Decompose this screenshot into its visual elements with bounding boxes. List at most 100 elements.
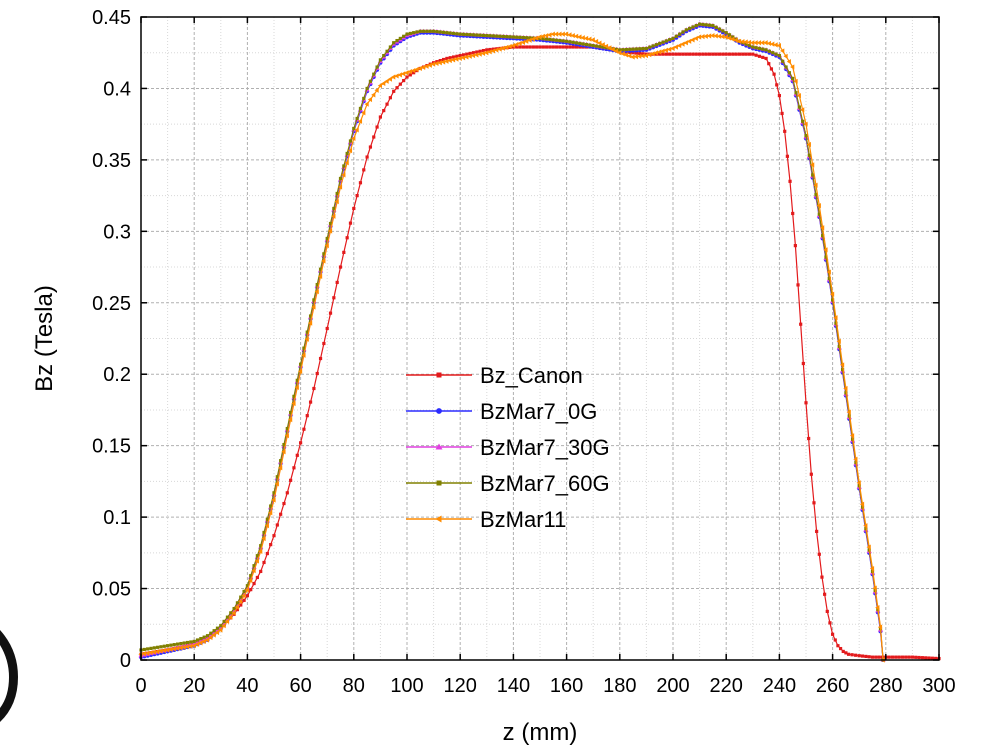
data-point (259, 544, 263, 548)
data-point (821, 234, 825, 238)
data-point (422, 29, 426, 33)
data-point (427, 62, 432, 68)
data-point (771, 51, 775, 55)
data-point (594, 44, 599, 48)
data-point (174, 645, 180, 651)
data-point (497, 46, 502, 52)
data-point (299, 362, 303, 366)
data-point (335, 280, 339, 285)
data-point (581, 42, 585, 46)
data-point (181, 644, 186, 650)
data-point (394, 73, 399, 79)
data-point (149, 646, 153, 650)
data-point (561, 39, 565, 43)
data-point (408, 73, 412, 77)
data-point (734, 52, 738, 56)
data-point (322, 341, 326, 346)
data-point (545, 45, 549, 49)
axis-ticks: 0 20 40 60 80 100 120 140 160 180 200 220 240 260 280 3… (92, 7, 956, 697)
data-point (272, 491, 276, 495)
legend-item: BzMar7_0G (406, 399, 597, 424)
data-point (481, 48, 486, 53)
data-point (634, 51, 639, 55)
data-point (809, 472, 813, 476)
data-point (146, 647, 150, 651)
data-point (471, 33, 476, 37)
data-point (820, 225, 825, 231)
data-point (445, 56, 449, 61)
data-point (714, 52, 718, 56)
data-point (470, 52, 476, 59)
data-point (607, 45, 612, 51)
data-point (385, 102, 389, 106)
data-point (292, 394, 296, 398)
data-point (528, 36, 532, 40)
data-point (241, 593, 246, 599)
data-point (249, 574, 253, 578)
legend-marker (435, 443, 443, 450)
data-point (531, 45, 535, 49)
data-point (753, 40, 758, 46)
data-point (890, 655, 895, 659)
data-point (328, 311, 333, 315)
data-point (707, 23, 712, 27)
data-point (204, 637, 210, 643)
legend-marker (436, 480, 442, 486)
data-point (775, 83, 779, 87)
data-point (391, 74, 396, 80)
cropped-dark-shape-inner (0, 645, 9, 708)
data-point (372, 135, 376, 139)
data-point (661, 52, 665, 56)
data-point (568, 45, 572, 49)
data-point (760, 40, 765, 46)
data-point (671, 52, 675, 56)
data-point (783, 53, 788, 59)
data-point (756, 40, 762, 46)
data-point (325, 236, 329, 241)
data-point (451, 31, 456, 36)
data-point (721, 52, 725, 56)
data-point (674, 34, 678, 38)
data-point (856, 480, 861, 486)
data-point (318, 267, 323, 271)
data-point (751, 45, 755, 49)
data-point (590, 37, 595, 43)
data-point (515, 35, 519, 39)
data-point (757, 54, 762, 58)
data-point (374, 87, 379, 93)
data-point (194, 641, 200, 647)
data-point (221, 623, 226, 629)
data-point (448, 56, 452, 60)
data-point (600, 42, 605, 48)
data-point (238, 598, 243, 605)
data-point (254, 558, 259, 564)
legend-item: BzMar7_60G (406, 471, 610, 496)
data-point (440, 59, 446, 65)
data-point (637, 53, 642, 59)
data-point (560, 31, 565, 37)
data-point (441, 57, 446, 62)
data-point (704, 23, 708, 27)
data-point (731, 52, 735, 56)
data-point (425, 29, 429, 33)
data-point (501, 34, 506, 39)
data-point (448, 31, 452, 35)
data-point (271, 497, 276, 503)
data-point (874, 655, 878, 659)
data-point (222, 619, 226, 624)
data-point (282, 442, 286, 447)
data-point (693, 35, 698, 42)
data-point (724, 31, 728, 35)
data-point (192, 639, 196, 644)
data-point (793, 244, 797, 248)
data-point (315, 282, 319, 287)
x-tick-label: 180 (603, 675, 636, 697)
legend: Bz_Canon BzMar7_0G BzMar7_30G BzMar7_60G BzM… (406, 363, 610, 532)
data-point (285, 491, 289, 495)
data-point (485, 33, 489, 38)
data-point (279, 512, 283, 516)
data-point (225, 615, 230, 619)
data-point (551, 45, 555, 49)
data-point (405, 75, 409, 79)
data-point (570, 32, 575, 39)
